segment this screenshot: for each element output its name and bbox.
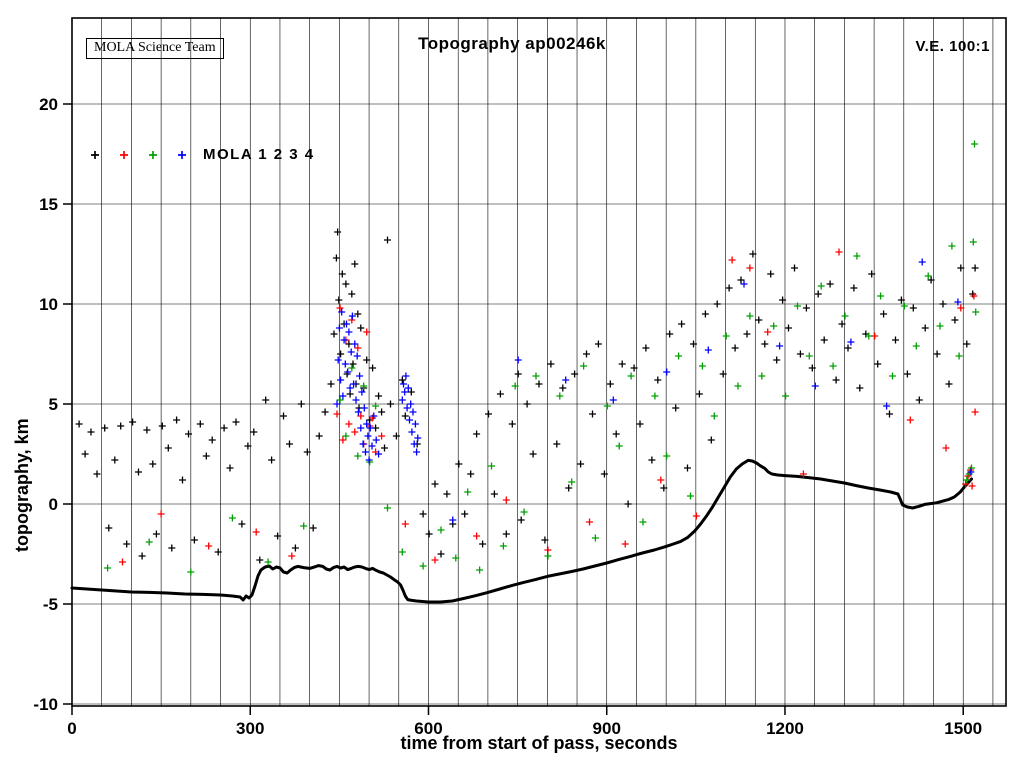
tick-labels: 0 300 600 900 1200 1500 -10 -5 0 5 10 15 20 [33, 95, 982, 738]
y-tick-label: -10 [33, 695, 58, 714]
legend-label: MOLA 1 2 3 4 [203, 146, 315, 163]
chart-title: Topography ap00246k [418, 34, 606, 53]
x-tick-label: 900 [593, 719, 621, 738]
y-tick-label: 5 [49, 395, 58, 414]
axis-ticks [63, 103, 964, 715]
ground-track-profile [70, 458, 973, 604]
x-tick-label: 600 [414, 719, 442, 738]
y-tick-label: 0 [49, 495, 58, 514]
vertical-exaggeration-label: V.E. 100:1 [915, 38, 990, 55]
legend-marker-icon [178, 151, 186, 159]
legend-marker-icon [91, 151, 99, 159]
scatter-mola-2 [119, 248, 979, 566]
y-axis-label: topography, km [12, 418, 32, 552]
x-axis-label: time from start of pass, seconds [400, 733, 678, 753]
gridlines [72, 18, 1006, 706]
x-tick-label: 300 [236, 719, 264, 738]
x-tick-label: 1200 [766, 719, 804, 738]
credit-box: MOLA Science Team [86, 38, 224, 59]
plot-frame [71, 17, 1007, 707]
y-tick-label: -5 [43, 595, 58, 614]
x-tick-label: 1500 [944, 719, 982, 738]
scatter-mola-3 [104, 140, 980, 576]
legend-markers [91, 151, 186, 159]
y-tick-label: 20 [39, 95, 58, 114]
y-tick-label: 10 [39, 295, 58, 314]
y-tick-label: 15 [39, 195, 58, 214]
scatter-mola-1 [75, 228, 979, 564]
scatter-mola-4 [333, 258, 975, 524]
legend-marker-icon [149, 151, 157, 159]
legend-marker-icon [120, 151, 128, 159]
x-tick-label: 0 [67, 719, 76, 738]
